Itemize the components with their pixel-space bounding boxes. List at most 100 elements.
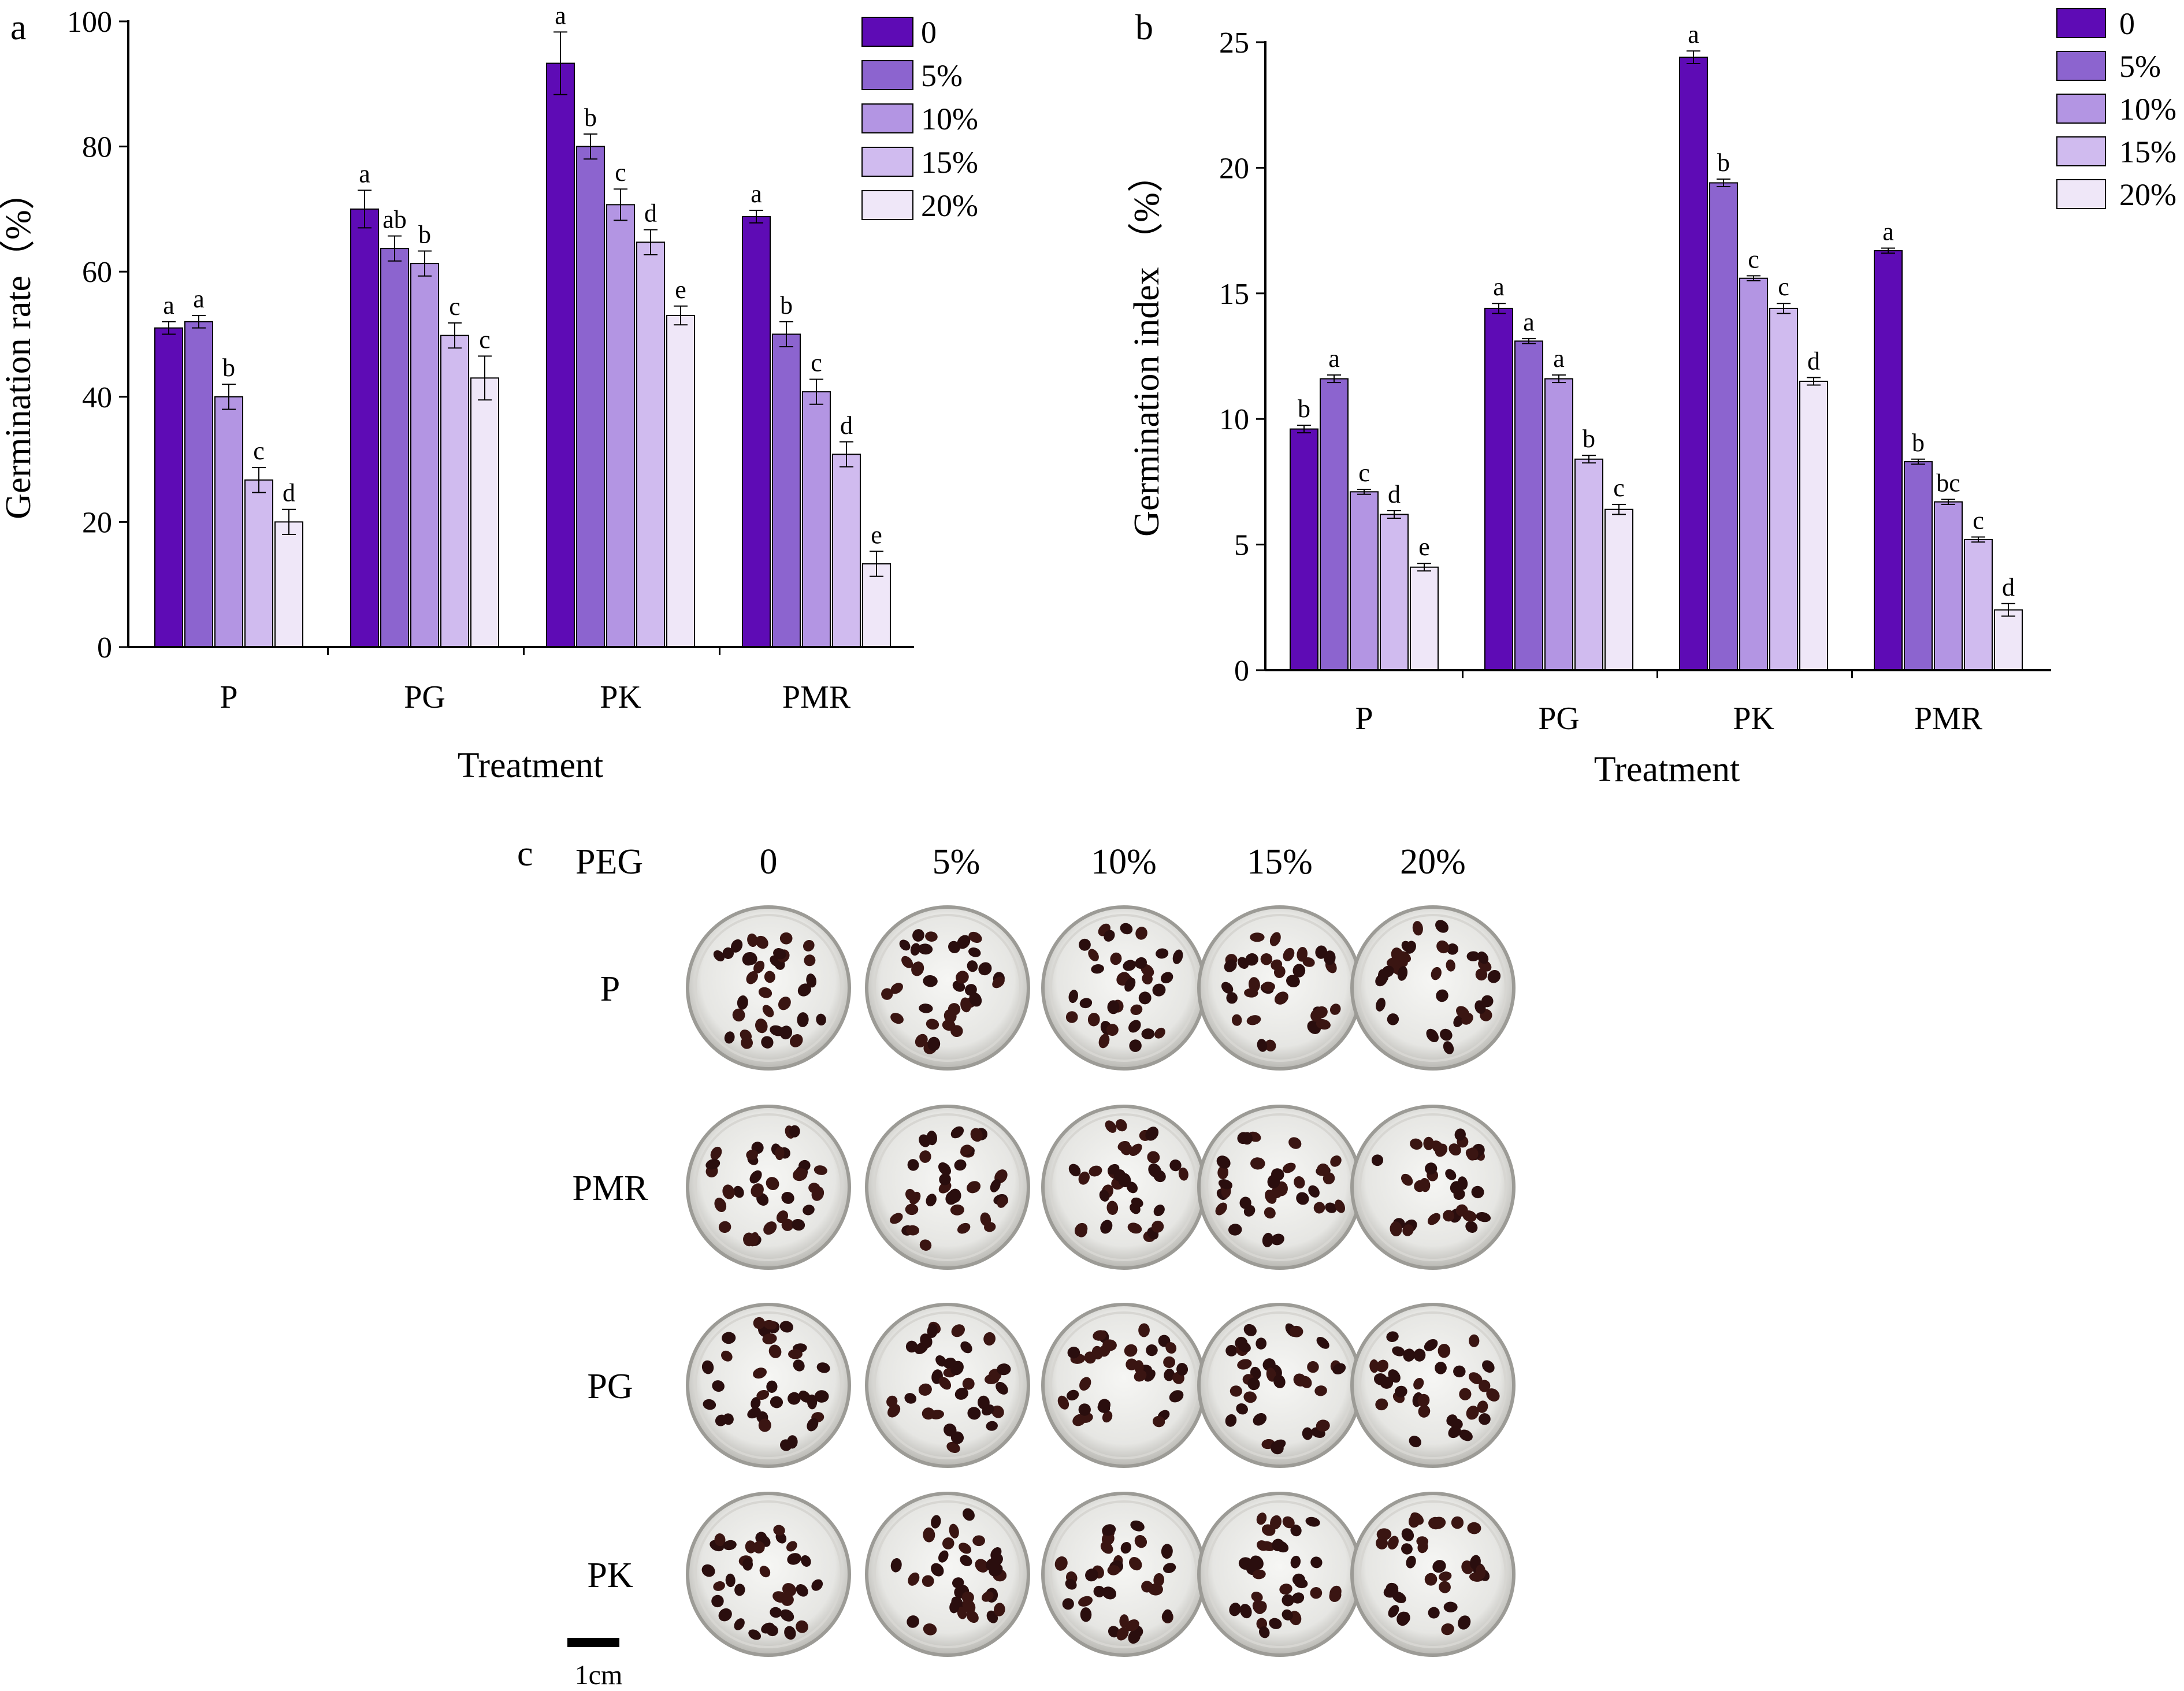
petri-dish-pmr-0 xyxy=(686,1105,851,1270)
bar-pg-20pct xyxy=(1604,508,1633,671)
row-label-p: P xyxy=(600,969,620,1009)
petri-dish-pk-10pct xyxy=(1041,1492,1206,1657)
error-bar xyxy=(614,188,627,221)
bar-pk-15pct xyxy=(636,241,665,648)
bar-p-0 xyxy=(1290,428,1318,671)
bar-pg-10pct xyxy=(410,263,439,648)
y-tick-label: 20 xyxy=(1219,152,1249,185)
error-bar xyxy=(644,229,658,255)
panel-b-y-axis-label: Germination index （%） xyxy=(1127,157,1167,537)
error-bar xyxy=(222,384,236,410)
significance-letter: a xyxy=(1882,218,1894,246)
scale-bar xyxy=(567,1638,619,1647)
bar-pk-0 xyxy=(546,62,575,648)
error-bar xyxy=(1357,488,1371,495)
y-tick-label: 100 xyxy=(67,6,112,39)
peg-column-5pct: 5% xyxy=(933,842,980,882)
y-tick-label: 60 xyxy=(82,256,112,289)
legend-swatch xyxy=(861,60,913,90)
error-bar xyxy=(478,355,492,401)
error-bar xyxy=(2001,603,2015,617)
significance-letter: b xyxy=(1912,429,1925,457)
error-bar xyxy=(779,321,793,348)
petri-dish-pk-15pct xyxy=(1197,1492,1362,1657)
significance-letter: a xyxy=(1553,344,1565,373)
significance-letter: b xyxy=(780,291,793,319)
significance-letter: a xyxy=(1688,20,1699,49)
y-tick-label: 80 xyxy=(82,131,112,164)
peg-column-15pct: 15% xyxy=(1247,842,1313,882)
significance-letter: a xyxy=(1328,344,1340,373)
legend-label: 0 xyxy=(2119,6,2135,41)
significance-letter: b xyxy=(418,220,431,248)
legend-label: 20% xyxy=(2119,177,2176,212)
bar-pg-5pct xyxy=(380,248,409,648)
y-tick-label: 40 xyxy=(82,381,112,414)
bar-pmr-20pct xyxy=(1994,609,2023,671)
petri-dish-p-10pct xyxy=(1041,905,1206,1071)
significance-letter: bc xyxy=(1936,469,1960,497)
error-bar xyxy=(358,189,372,229)
x-tick-label-pk: PK xyxy=(600,679,641,715)
bar-pmr-15pct xyxy=(1964,538,1993,671)
legend-swatch xyxy=(861,147,913,177)
bar-pmr-10pct xyxy=(1934,501,1963,671)
error-bar xyxy=(448,322,462,349)
panel-a-axes: P PG PK PMR 0 20 40 60 80 100 xyxy=(67,6,914,715)
significance-letter: a xyxy=(1493,273,1505,301)
error-bar xyxy=(1582,455,1596,464)
bar-pk-15pct xyxy=(1769,307,1798,671)
bar-pmr-15pct xyxy=(832,454,861,648)
significance-letter: c xyxy=(1973,507,1984,535)
significance-letter: a xyxy=(193,285,205,313)
significance-letter: d xyxy=(1807,347,1820,375)
bar-pmr-0 xyxy=(1874,250,1903,671)
panel-a-x-axis-label: Treatment xyxy=(458,746,604,785)
y-tick-label: 20 xyxy=(82,506,112,539)
x-tick-label-pg: PG xyxy=(1538,701,1580,737)
significance-letter: e xyxy=(1418,533,1430,561)
error-bar xyxy=(162,321,176,335)
significance-letter: d xyxy=(1388,480,1401,508)
significance-letter: a xyxy=(163,291,174,319)
panel-c-label: c xyxy=(517,834,533,874)
bar-pg-5pct xyxy=(1514,340,1543,671)
legend-label: 5% xyxy=(921,58,963,93)
significance-letter: c xyxy=(615,158,626,187)
panel-a-y-axis-label: Germination rate（%） xyxy=(0,174,38,519)
bar-pk-10pct xyxy=(606,204,635,648)
x-tick-label-pmr: PMR xyxy=(782,679,851,715)
petri-dish-pmr-20pct xyxy=(1350,1105,1516,1270)
bar-p-10pct xyxy=(214,396,243,648)
error-bar xyxy=(1807,377,1821,386)
bar-p-10pct xyxy=(1350,491,1379,671)
petri-dish-pk-20pct xyxy=(1350,1492,1516,1657)
significance-letter: b xyxy=(222,354,235,382)
petri-dish-pk-0 xyxy=(686,1492,851,1657)
significance-letter: d xyxy=(2002,573,2015,601)
bar-pmr-20pct xyxy=(862,563,891,648)
petri-dish-pmr-10pct xyxy=(1041,1105,1206,1270)
error-bar xyxy=(840,441,853,468)
significance-letter: d xyxy=(840,411,853,440)
bar-pmr-5pct xyxy=(772,333,801,648)
legend-label: 15% xyxy=(921,145,978,180)
error-bar xyxy=(1747,275,1760,282)
error-bar xyxy=(1941,499,1955,506)
peg-column-20pct: 20% xyxy=(1400,842,1466,882)
significance-letter: c xyxy=(1748,245,1759,273)
bar-pk-20pct xyxy=(1799,380,1828,671)
error-bar xyxy=(1492,303,1506,314)
panel-a-legend: 0 5% 10% 15% 20% xyxy=(861,15,978,223)
significance-letter: b xyxy=(1298,395,1310,423)
bar-pg-10pct xyxy=(1544,378,1573,671)
petri-dish-pmr-15pct xyxy=(1197,1105,1362,1270)
y-tick-label: 10 xyxy=(1219,403,1249,436)
significance-letter: e xyxy=(871,521,882,549)
legend-swatch xyxy=(861,17,913,47)
bar-p-15pct xyxy=(244,479,273,648)
bar-pmr-0 xyxy=(742,215,771,648)
panel-a-label: a xyxy=(10,8,27,47)
